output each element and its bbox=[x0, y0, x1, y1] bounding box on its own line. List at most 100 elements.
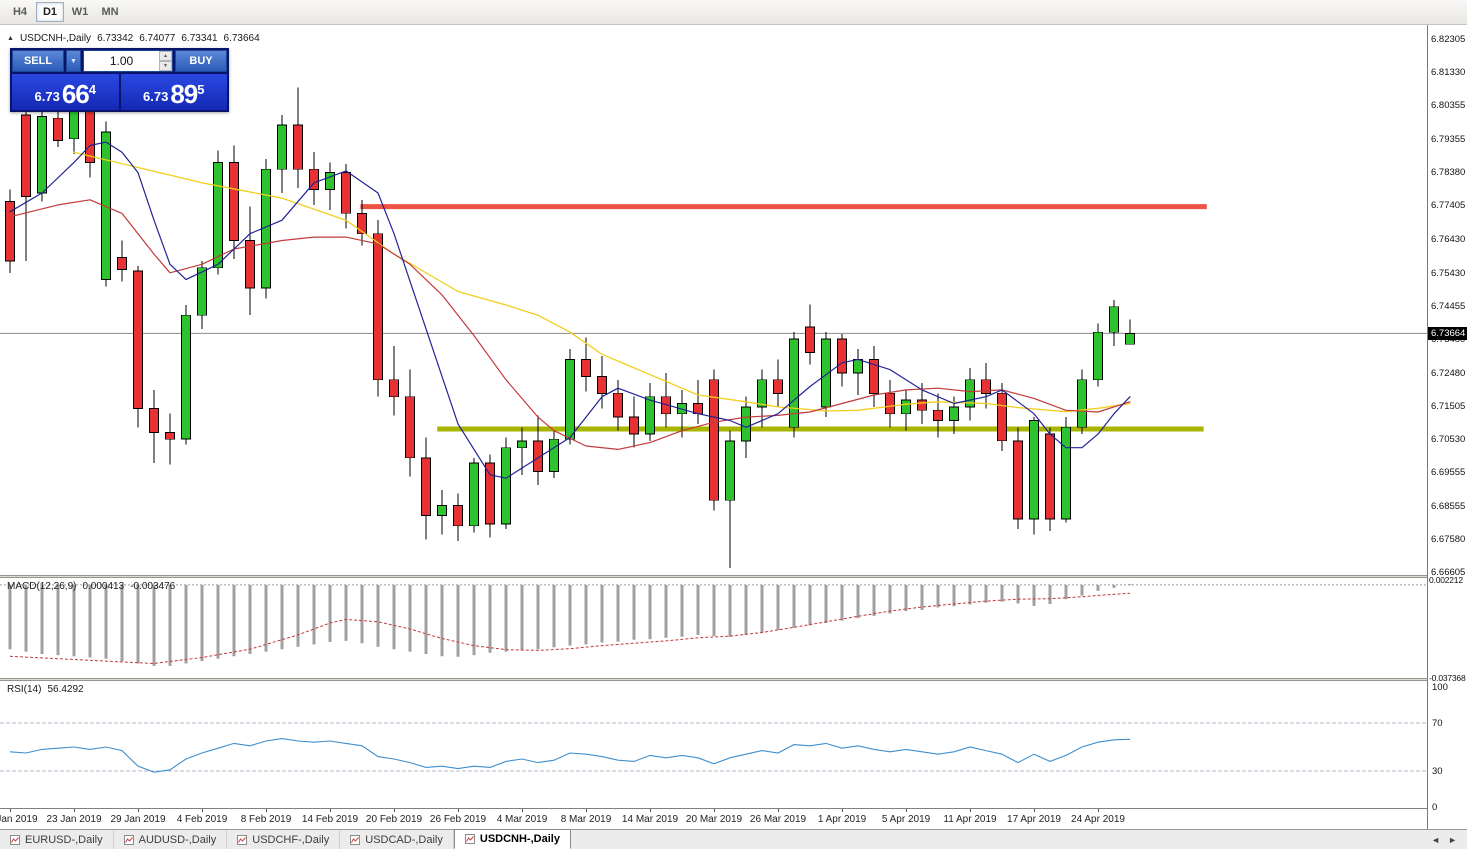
time-axis-tick bbox=[842, 809, 843, 812]
time-axis-tick bbox=[266, 809, 267, 812]
price-axis-label: 6.67580 bbox=[1431, 534, 1466, 545]
chart-tab-label: USDCNH-,Daily bbox=[479, 833, 560, 845]
time-axis-tick bbox=[330, 809, 331, 812]
chart-tab-usdcnh[interactable]: USDCNH-,Daily bbox=[453, 829, 571, 849]
rsi-pane-canvas[interactable] bbox=[0, 681, 1427, 808]
candle-body bbox=[533, 440, 543, 472]
sell-button[interactable]: SELL bbox=[12, 50, 64, 72]
macd-axis-label-bottom: -0.037368 bbox=[1429, 673, 1466, 683]
macd-pane-canvas[interactable] bbox=[0, 578, 1427, 678]
candle-body bbox=[357, 212, 367, 235]
candle-body bbox=[501, 447, 511, 525]
pane-divider[interactable] bbox=[0, 575, 1467, 578]
volume-increase-button[interactable]: ▲ bbox=[159, 51, 172, 61]
candle-body bbox=[101, 131, 111, 280]
candle-body bbox=[757, 379, 767, 408]
time-axis-tick bbox=[458, 809, 459, 812]
chart-tab-audusd[interactable]: AUDUSD-,Daily bbox=[114, 830, 228, 849]
ohlc-open: 6.73342 bbox=[97, 33, 134, 44]
volume-dropdown-button[interactable]: ▼ bbox=[66, 50, 81, 72]
candle-body bbox=[53, 117, 63, 141]
buy-button[interactable]: BUY bbox=[175, 50, 227, 72]
ma-medium-red-line bbox=[9, 199, 1131, 450]
timeframe-button-mn[interactable]: MN bbox=[96, 2, 124, 22]
macd-name: MACD(12,26,9) bbox=[7, 581, 77, 592]
chart-tab-usdcad[interactable]: USDCAD-,Daily bbox=[340, 830, 454, 849]
date-axis-label: 4 Feb 2019 bbox=[176, 814, 228, 825]
current-price-tag: 6.73664 bbox=[1428, 326, 1467, 340]
candle-body bbox=[821, 338, 831, 408]
candle-body bbox=[341, 172, 351, 214]
volume-input[interactable] bbox=[84, 51, 159, 71]
candle-body bbox=[933, 409, 943, 421]
tab-scroll-left-icon[interactable]: ◄ bbox=[1431, 834, 1441, 845]
timeframe-button-h4[interactable]: H4 bbox=[6, 2, 34, 22]
candle-body bbox=[229, 161, 239, 241]
candle-body bbox=[277, 124, 287, 170]
one-click-trading-panel: SELL ▼ ▲ ▼ BUY 6.73 66 4 6.73 89 5 bbox=[10, 48, 229, 112]
chart-tab-icon bbox=[10, 834, 20, 845]
candle-body bbox=[373, 233, 383, 381]
date-axis-label: 14 Mar 2019 bbox=[621, 814, 679, 825]
macd-indicator-label: MACD(12,26,9) 0.000413 -0.003476 bbox=[7, 581, 175, 592]
chart-tab-label: USDCHF-,Daily bbox=[252, 833, 330, 846]
candle-body bbox=[85, 104, 95, 163]
candle-body bbox=[741, 406, 751, 442]
candle-body bbox=[869, 358, 879, 394]
candle-body bbox=[149, 408, 159, 433]
candle-body bbox=[549, 438, 559, 472]
pane-divider[interactable] bbox=[0, 678, 1467, 681]
time-axis[interactable]: 17 Jan 2019 23 Jan 2019 29 Jan 2019 4 Feb 2… bbox=[0, 808, 1467, 829]
price-axis-label: 6.68555 bbox=[1431, 500, 1466, 512]
candle-body bbox=[581, 358, 591, 377]
price-axis[interactable]: 0.002212 -0.037368 100 70 30 0 6.82305 6.… bbox=[1427, 25, 1467, 829]
collapse-trade-panel-icon[interactable]: ▲ bbox=[7, 35, 14, 42]
candle-body bbox=[37, 116, 47, 194]
bid-price-prefix: 6.73 bbox=[34, 89, 60, 104]
price-axis-label: 6.79355 bbox=[1431, 134, 1466, 146]
time-axis-tick bbox=[138, 809, 139, 812]
volume-decrease-button[interactable]: ▼ bbox=[159, 61, 172, 71]
candle-body bbox=[1109, 306, 1119, 333]
price-axis-label: 6.82305 bbox=[1431, 34, 1466, 45]
price-axis-label: 6.78380 bbox=[1431, 167, 1466, 179]
ohlc-low: 6.73341 bbox=[181, 33, 218, 44]
buy-price-panel[interactable]: 6.73 89 5 bbox=[120, 74, 227, 110]
candle-body bbox=[629, 416, 639, 435]
candle-body bbox=[725, 440, 735, 501]
chart-tab-eurusd[interactable]: EURUSD-,Daily bbox=[0, 830, 114, 849]
sell-price-panel[interactable]: 6.73 66 4 bbox=[12, 74, 119, 110]
tab-scroll-right-icon[interactable]: ► bbox=[1448, 834, 1457, 845]
timeframe-button-w1[interactable]: W1 bbox=[66, 2, 94, 22]
price-axis-label: 6.72480 bbox=[1431, 367, 1466, 379]
time-axis-tick bbox=[74, 809, 75, 812]
candle-body bbox=[1077, 379, 1087, 428]
chart-tab-bar: EURUSD-,Daily AUDUSD-,Daily USDCHF-,Daily U… bbox=[0, 829, 1467, 849]
candle-body bbox=[213, 161, 223, 269]
price-axis-label: 6.75430 bbox=[1431, 267, 1466, 279]
timeframe-button-group: H4 D1 W1 MN bbox=[6, 2, 124, 22]
ohlc-close: 6.73664 bbox=[223, 33, 260, 44]
price-axis-label: 6.66605 bbox=[1431, 567, 1466, 579]
candle-body bbox=[901, 399, 911, 415]
timeframe-button-d1[interactable]: D1 bbox=[36, 2, 64, 22]
candle-body bbox=[917, 399, 927, 411]
rsi-line bbox=[9, 738, 1131, 773]
time-axis-tick bbox=[394, 809, 395, 812]
rsi-name: RSI(14) bbox=[7, 684, 42, 695]
price-axis-label: 6.71505 bbox=[1431, 400, 1466, 412]
date-axis-label: 8 Feb 2019 bbox=[240, 814, 292, 825]
chart-tab-usdchf[interactable]: USDCHF-,Daily bbox=[227, 830, 341, 849]
candle-body bbox=[517, 440, 527, 449]
date-axis-label: 5 Apr 2019 bbox=[881, 814, 931, 825]
date-axis-label: 29 Jan 2019 bbox=[110, 814, 166, 825]
time-axis-tick bbox=[586, 809, 587, 812]
candle-body bbox=[5, 201, 15, 262]
main-chart-canvas[interactable] bbox=[0, 30, 1427, 575]
ma-fast-blue-line bbox=[9, 141, 1131, 479]
candle-body bbox=[805, 326, 815, 354]
candle-body bbox=[613, 392, 623, 418]
date-axis-label: 26 Mar 2019 bbox=[749, 814, 807, 825]
ask-price-main: 89 bbox=[170, 79, 198, 109]
